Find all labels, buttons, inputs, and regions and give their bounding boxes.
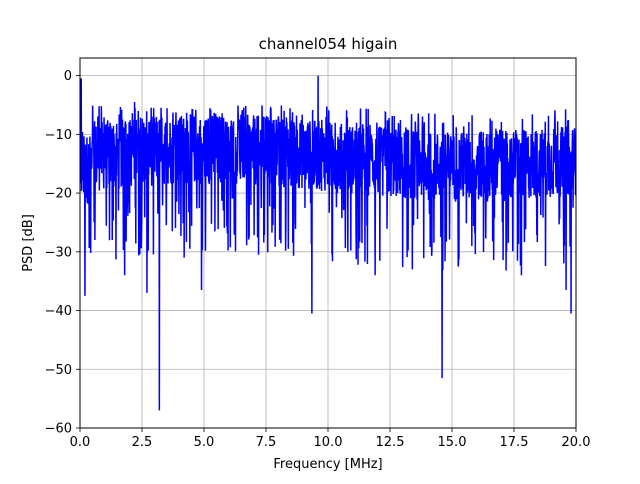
y-tick-label: −60: [45, 422, 72, 437]
x-tick-label: 2.5: [132, 435, 153, 450]
psd-series-line: [80, 75, 576, 411]
y-tick-label: −50: [45, 363, 72, 378]
x-tick-label: 7.5: [256, 435, 277, 450]
x-tick-label: 5.0: [194, 435, 215, 450]
x-tick-label: 15.0: [438, 435, 467, 450]
x-tick-label: 0.0: [70, 435, 91, 450]
ticks-layer: 0.0 2.5 5.0 7.5 10.0 12.5 15.0 17.5 20.0 0 −10 −20 −…: [45, 69, 591, 450]
chart-title: channel054 higain: [259, 35, 398, 53]
y-tick-label: −40: [45, 304, 72, 319]
y-tick-label: −10: [45, 128, 72, 143]
plot-area: [80, 75, 576, 411]
x-tick-label: 17.5: [500, 435, 529, 450]
y-tick-label: −30: [45, 245, 72, 260]
y-axis-label: PSD [dB]: [21, 214, 36, 272]
x-tick-label: 10.0: [314, 435, 343, 450]
y-tick-label: 0: [64, 69, 72, 84]
x-tick-label: 12.5: [376, 435, 405, 450]
x-axis-label: Frequency [MHz]: [273, 457, 382, 472]
y-tick-label: −20: [45, 187, 72, 202]
x-tick-label: 20.0: [562, 435, 591, 450]
